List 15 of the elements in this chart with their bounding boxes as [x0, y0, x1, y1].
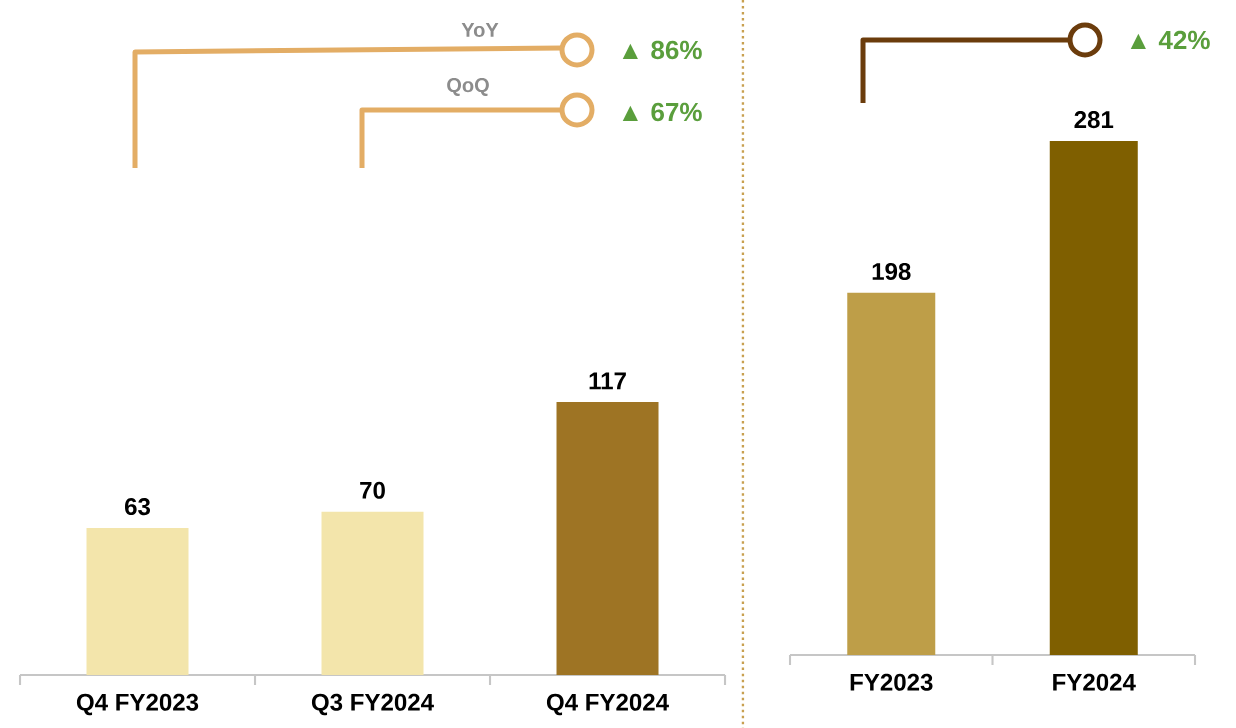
- text: ▲ 42%: [1130, 30, 1210, 50]
- text: ▲ 67%: [622, 102, 702, 122]
- x-tick-label: Q4 FY2024: [546, 693, 669, 716]
- text: QoQ: [447, 78, 489, 96]
- x-tick-label: FY2024: [1053, 673, 1136, 691]
- x-tick-label: Q3 FY2024: [311, 693, 434, 716]
- text: ▲ 86%: [622, 40, 702, 60]
- data-label: 281: [1074, 111, 1114, 129]
- data-label: 70: [360, 481, 385, 499]
- x-tick-label: Q4 FY2023: [76, 693, 199, 716]
- data-label: 198: [872, 262, 911, 280]
- data-label: 63: [125, 498, 151, 516]
- data-label: 117: [589, 372, 626, 390]
- x-tick-label: FY2023: [850, 673, 933, 691]
- text: YoY: [461, 23, 499, 37]
